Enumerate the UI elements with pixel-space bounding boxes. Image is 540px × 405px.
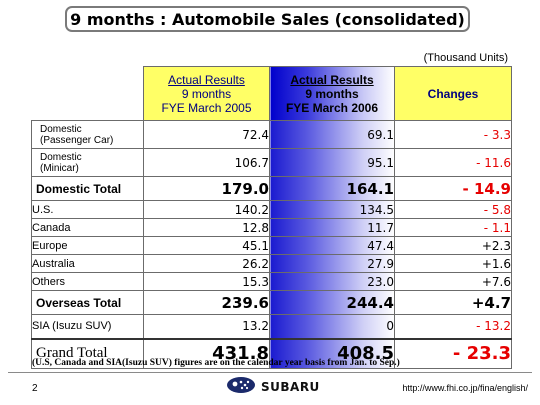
row-label-domestic-total: Domestic Total [31, 176, 144, 201]
cell-fy2005: 12.8 [143, 218, 270, 237]
cell-fy2006: 11.7 [269, 218, 395, 237]
cell-fy2005: 179.0 [143, 176, 270, 201]
cell-fy2006: 47.4 [269, 236, 395, 255]
row-label-sia: SIA (Isuzu SUV) [31, 314, 144, 339]
header-fye2006-line2: 9 months [305, 86, 359, 101]
cell-fy2006: 27.9 [269, 254, 395, 273]
cell-change: - 3.3 [394, 120, 512, 149]
table-row: Australia 26.2 27.9 +1.6 [31, 254, 512, 273]
header-changes: Changes [394, 66, 512, 121]
table-row: Domestic (Passenger Car) 72.4 69.1 - 3.3 [31, 120, 512, 149]
cell-change: - 1.1 [394, 218, 512, 237]
slide-footer: 2 SUBARU http://www.fhi.co.jp/fina/engli… [8, 372, 532, 400]
row-label-line2: (Passenger Car) [40, 134, 114, 146]
slide-title-box: 9 months : Automobile Sales (consolidate… [65, 6, 470, 32]
cell-change: +7.6 [394, 272, 512, 291]
cell-change: +2.3 [394, 236, 512, 255]
subaru-logo: SUBARU [226, 377, 320, 397]
cell-fy2006: 23.0 [269, 272, 395, 291]
row-label-australia: Australia [31, 254, 144, 273]
header-row: Actual Results 9 months FYE March 2005 A… [31, 66, 512, 121]
footer-url: http://www.fhi.co.jp/fina/english/ [402, 383, 528, 393]
table-row: Europe 45.1 47.4 +2.3 [31, 236, 512, 255]
units-note: (Thousand Units) [423, 52, 508, 64]
cell-change: - 5.8 [394, 200, 512, 219]
cell-fy2006: 134.5 [269, 200, 395, 219]
cell-change: - 13.2 [394, 314, 512, 339]
row-label-us: U.S. [31, 200, 144, 219]
table-row: Canada 12.8 11.7 - 1.1 [31, 218, 512, 237]
logo-wordmark: SUBARU [261, 380, 320, 394]
cell-fy2005: 15.3 [143, 272, 270, 291]
cell-fy2006: 164.1 [269, 176, 395, 201]
row-label-line2: (Minicar) [40, 162, 79, 174]
header-blank-cell [31, 66, 144, 121]
cell-change: - 14.9 [394, 176, 512, 201]
cell-fy2005: 72.4 [143, 120, 270, 149]
row-label-others: Others [31, 272, 144, 291]
slide-title: 9 months : Automobile Sales (consolidate… [70, 9, 465, 29]
cell-fy2005: 26.2 [143, 254, 270, 273]
table-row: Domestic (Minicar) 106.7 95.1 - 11.6 [31, 148, 512, 177]
cell-fy2006: 0 [269, 314, 395, 339]
page-number: 2 [32, 383, 38, 394]
row-label-europe: Europe [31, 236, 144, 255]
row-label-canada: Canada [31, 218, 144, 237]
footnote: (U.S, Canada and SIA(Isuzu SUV) figures … [32, 358, 400, 368]
cell-fy2005: 106.7 [143, 148, 270, 177]
header-fye2005-line1: Actual Results [168, 72, 245, 87]
header-fye2005: Actual Results 9 months FYE March 2005 [143, 66, 270, 121]
header-fye2006-line3: FYE March 2006 [285, 100, 379, 115]
cell-fy2006: 408.5 [269, 337, 395, 369]
sales-table: Actual Results 9 months FYE March 2005 A… [31, 66, 512, 369]
row-label-domestic-minicar: Domestic (Minicar) [31, 148, 144, 177]
header-fye2005-line3: FYE March 2005 [161, 100, 252, 115]
cell-fy2005: 13.2 [143, 314, 270, 339]
cell-fy2006: 95.1 [269, 148, 395, 177]
header-fye2006: Actual Results 9 months FYE March 2006 [269, 66, 395, 121]
cell-fy2006: 244.4 [269, 290, 395, 315]
header-fye2006-line1: Actual Results [290, 72, 374, 87]
row-label-grand-total: Grand Total [31, 337, 144, 369]
table-row: Others 15.3 23.0 +7.6 [31, 272, 512, 291]
cell-fy2005: 239.6 [143, 290, 270, 315]
table-row-grand-total: Grand Total 431.8 408.5 - 23.3 [31, 337, 512, 369]
cell-fy2006: 69.1 [269, 120, 395, 149]
cell-fy2005: 140.2 [143, 200, 270, 219]
table-row: U.S. 140.2 134.5 - 5.8 [31, 200, 512, 219]
row-label-line1: Domestic [40, 151, 82, 163]
cell-change: +1.6 [394, 254, 512, 273]
row-label-overseas-total: Overseas Total [31, 290, 144, 315]
cell-fy2005: 45.1 [143, 236, 270, 255]
row-label-domestic-passenger: Domestic (Passenger Car) [31, 120, 144, 149]
cell-change: +4.7 [394, 290, 512, 315]
table-row: SIA (Isuzu SUV) 13.2 0 - 13.2 [31, 314, 512, 339]
row-label-line1: Domestic [40, 123, 82, 135]
table-row-overseas-total: Overseas Total 239.6 244.4 +4.7 [31, 290, 512, 315]
cell-change: - 11.6 [394, 148, 512, 177]
cell-change: - 23.3 [394, 337, 512, 369]
cell-fy2005: 431.8 [143, 337, 270, 369]
header-fye2005-line2: 9 months [181, 86, 232, 101]
subaru-pleiades-logo-icon [226, 376, 256, 398]
table-row-domestic-total: Domestic Total 179.0 164.1 - 14.9 [31, 176, 512, 201]
